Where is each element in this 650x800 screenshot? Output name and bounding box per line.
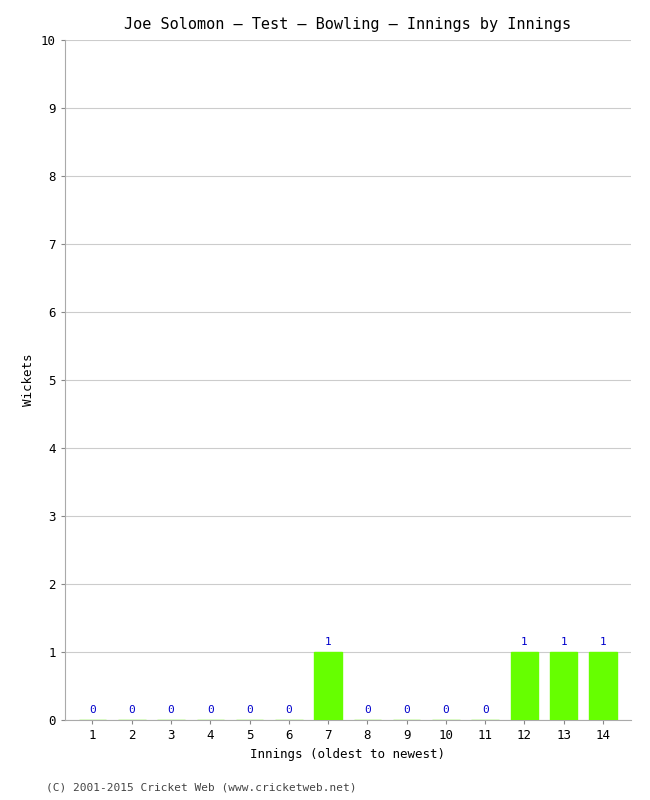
- Text: 1: 1: [560, 637, 567, 646]
- Bar: [550, 652, 577, 720]
- Text: 1: 1: [325, 637, 332, 646]
- Text: 0: 0: [168, 705, 174, 714]
- Y-axis label: Wickets: Wickets: [22, 354, 35, 406]
- Title: Joe Solomon – Test – Bowling – Innings by Innings: Joe Solomon – Test – Bowling – Innings b…: [124, 17, 571, 32]
- Text: 0: 0: [285, 705, 293, 714]
- Text: 1: 1: [600, 637, 606, 646]
- Text: 1: 1: [521, 637, 528, 646]
- Text: (C) 2001-2015 Cricket Web (www.cricketweb.net): (C) 2001-2015 Cricket Web (www.cricketwe…: [46, 782, 356, 792]
- Text: 0: 0: [403, 705, 410, 714]
- Text: 0: 0: [482, 705, 489, 714]
- Bar: [590, 652, 617, 720]
- X-axis label: Innings (oldest to newest): Innings (oldest to newest): [250, 747, 445, 761]
- Text: 0: 0: [443, 705, 449, 714]
- Bar: [315, 652, 342, 720]
- Text: 0: 0: [207, 705, 214, 714]
- Bar: [511, 652, 538, 720]
- Text: 0: 0: [364, 705, 370, 714]
- Text: 0: 0: [246, 705, 253, 714]
- Text: 0: 0: [129, 705, 135, 714]
- Text: 0: 0: [89, 705, 96, 714]
